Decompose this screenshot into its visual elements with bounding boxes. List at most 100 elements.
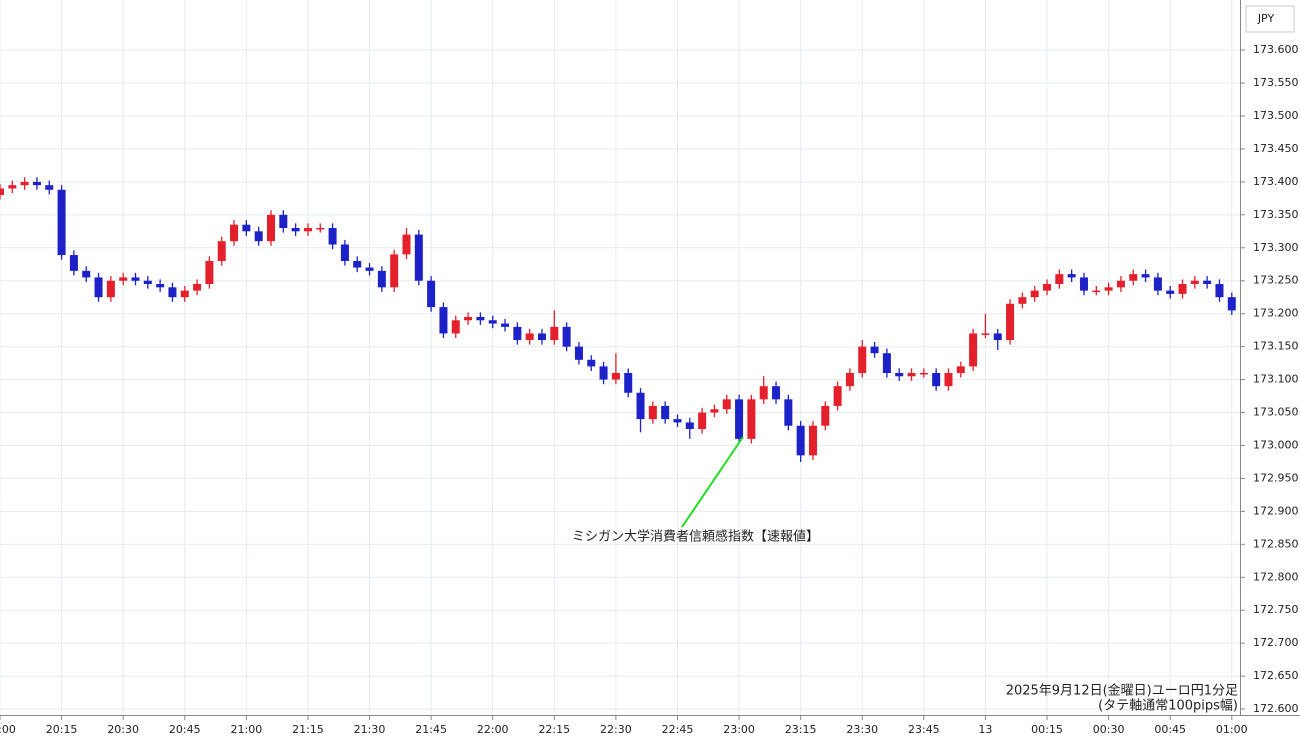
candle-body (464, 316, 473, 321)
y-tick-label: 173.600 (1253, 43, 1299, 56)
candle-body (45, 185, 54, 190)
y-tick-label: 173.400 (1253, 175, 1299, 188)
candle-body (661, 405, 670, 420)
y-tick-label: 172.600 (1253, 702, 1299, 715)
x-tick-label: 22:15 (538, 723, 570, 736)
candle-body (106, 280, 115, 298)
x-tick-label: 22:45 (662, 723, 694, 736)
y-tick-label: 172.700 (1253, 636, 1299, 649)
candle-body (710, 409, 719, 413)
x-tick-label: 23:30 (846, 723, 878, 736)
x-tick-label: 20:15 (46, 723, 78, 736)
candle-body (414, 234, 423, 281)
candle-body (131, 277, 140, 281)
candle-body (156, 284, 165, 288)
y-tick-label: 172.800 (1253, 570, 1299, 583)
candle-body (476, 316, 485, 321)
candle-body (1030, 290, 1039, 298)
candle-body (1055, 274, 1064, 285)
candle-body (20, 181, 29, 186)
y-tick-label: 173.350 (1253, 208, 1299, 221)
y-tick-label: 173.000 (1253, 438, 1299, 451)
y-tick-label: 173.150 (1253, 340, 1299, 353)
currency-box (1245, 5, 1295, 33)
candle-body (69, 255, 78, 271)
y-tick-label: 173.450 (1253, 142, 1299, 155)
candle-body (685, 422, 694, 429)
note: (タテ軸通常100pips幅) (1098, 699, 1238, 714)
candle-body (1203, 280, 1212, 285)
candle-body (698, 412, 707, 429)
x-tick-label: 00:15 (1031, 723, 1063, 736)
candle-body (747, 399, 756, 439)
annotation: ミシガン大学消費者信頼感指数【速報値】 (572, 529, 819, 545)
candle-body (1153, 277, 1162, 291)
candle-body (168, 287, 177, 298)
x-tick-label: 00:30 (1093, 723, 1125, 736)
candle-body (266, 214, 275, 242)
candle-body (291, 228, 300, 232)
y-tick-label: 173.250 (1253, 274, 1299, 287)
candle-body (377, 270, 386, 288)
candle-body (279, 214, 288, 229)
candle-body (981, 333, 990, 335)
candle-body (821, 405, 830, 426)
candle-body (648, 405, 657, 420)
candle-body (316, 228, 325, 230)
y-tick-label: 172.950 (1253, 471, 1299, 484)
y-tick-label: 172.650 (1253, 669, 1299, 682)
x-tick-label: 20:45 (169, 723, 201, 736)
candle-body (32, 181, 41, 186)
candle-body (1092, 290, 1101, 293)
y-tick-label: 172.900 (1253, 504, 1299, 517)
candle-body (722, 399, 731, 410)
candle-body (772, 386, 781, 400)
candle-body (907, 372, 916, 377)
annotation-line (681, 436, 744, 528)
x-tick-label: 23:45 (908, 723, 940, 736)
candle-body (205, 260, 214, 285)
candle-body (180, 290, 189, 298)
candle-body (1006, 303, 1015, 341)
x-tick-label: 23:00 (723, 723, 755, 736)
candle-body (944, 372, 953, 387)
plot-area (0, 0, 1240, 715)
candle-body (193, 284, 202, 291)
candle-body (8, 185, 17, 189)
candle-body (488, 320, 497, 324)
candle-body (1067, 274, 1076, 278)
candle-body (624, 372, 633, 393)
candle-body (242, 224, 251, 232)
y-tick-label: 172.850 (1253, 537, 1299, 550)
x-tick-label: 23:15 (785, 723, 817, 736)
candle-body (82, 270, 91, 278)
x-tick-label: 21:00 (231, 723, 263, 736)
candle-body (735, 399, 744, 439)
y-tick-label: 173.550 (1253, 76, 1299, 89)
x-tick-label: 22:00 (477, 723, 509, 736)
candle-body (230, 224, 239, 242)
y-tick-label: 173.300 (1253, 241, 1299, 254)
candle-body (587, 359, 596, 367)
candle-body (390, 254, 399, 288)
candle-body (439, 307, 448, 334)
candle-body (0, 188, 5, 196)
candle-body (796, 425, 805, 456)
candle-body (1141, 274, 1150, 278)
y-tick-label: 173.100 (1253, 373, 1299, 386)
candle-body (119, 277, 128, 281)
candle-body (969, 333, 978, 367)
candle-body (1018, 297, 1027, 304)
candle-body (217, 241, 226, 261)
candle-body (1227, 297, 1236, 311)
candle-body (1079, 277, 1088, 291)
candle-body (365, 267, 374, 271)
candle-body (525, 333, 534, 341)
candle-body (1043, 284, 1052, 291)
candle-body (340, 244, 349, 261)
candle-body (636, 392, 645, 420)
candle-body (599, 366, 608, 380)
x-tick-label: 21:15 (292, 723, 324, 736)
